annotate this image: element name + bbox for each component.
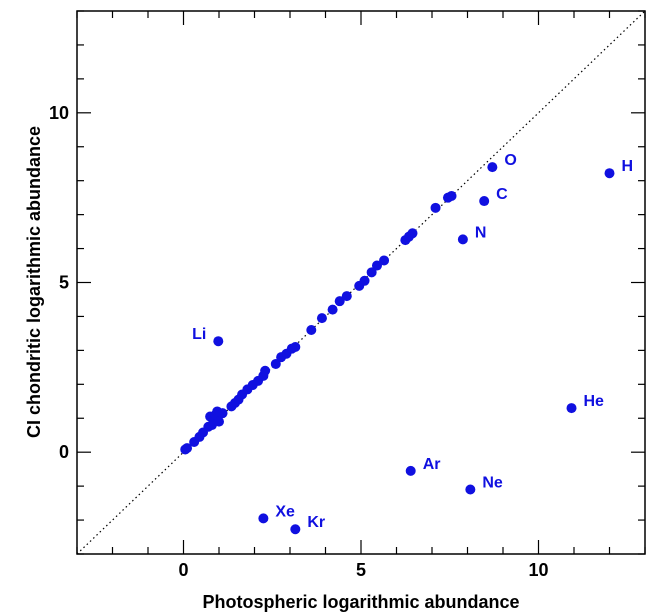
x-axis-title: Photospheric logarithmic abundance (202, 592, 519, 612)
data-point-h (604, 168, 615, 179)
point-label-he: He (584, 393, 605, 410)
data-point (260, 365, 271, 376)
point-label-xe: Xe (275, 503, 295, 520)
point-label-o: O (504, 152, 516, 169)
x-tick-label: 5 (356, 560, 366, 580)
data-point (290, 341, 301, 352)
x-tick-label: 10 (528, 560, 548, 580)
data-point-c (479, 196, 490, 207)
data-point (327, 304, 338, 315)
point-label-n: N (475, 224, 487, 241)
data-point-xe (258, 513, 269, 524)
point-label-h: H (622, 158, 634, 175)
point-label-ar: Ar (423, 456, 441, 473)
data-point (334, 296, 345, 307)
y-axis-title: CI chondritic logarithmic abundance (24, 126, 44, 438)
point-label-li: Li (192, 326, 206, 343)
point-label-kr: Kr (307, 514, 325, 531)
data-point-li (213, 336, 224, 347)
data-point (371, 260, 382, 271)
data-point-n (457, 234, 468, 245)
data-point (430, 202, 441, 213)
plot-frame (76, 10, 646, 555)
data-point (306, 325, 317, 336)
data-point-ne (465, 484, 476, 495)
data-point-o (487, 162, 498, 173)
data-point-kr (290, 524, 301, 535)
data-point (316, 313, 327, 324)
data-point-ar (405, 465, 416, 476)
data-point (446, 190, 457, 201)
data-point (270, 358, 281, 369)
y-tick-label: 10 (49, 103, 69, 123)
data-point (366, 267, 377, 278)
data-point (407, 228, 418, 239)
data-point (379, 255, 390, 266)
data-point (359, 275, 370, 286)
point-label-c: C (496, 186, 508, 203)
data-point-he (566, 403, 577, 414)
data-point (341, 291, 352, 302)
data-point (182, 443, 193, 454)
y-tick-label: 0 (59, 442, 69, 462)
x-tick-label: 0 (178, 560, 188, 580)
data-point (217, 408, 228, 419)
data-point (214, 416, 224, 427)
y-tick-label: 5 (59, 273, 69, 293)
point-label-ne: Ne (482, 475, 503, 492)
